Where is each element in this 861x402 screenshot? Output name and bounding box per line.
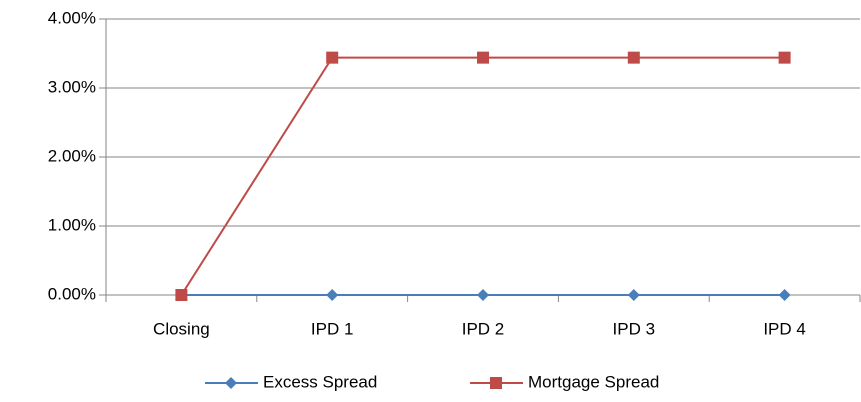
series-line: [180, 56, 785, 296]
x-tick-label: IPD 4: [763, 319, 806, 338]
marker: [326, 289, 339, 301]
marker: [477, 51, 489, 64]
x-tick-label: IPD 1: [311, 319, 354, 338]
marker: [778, 51, 791, 64]
y-tick-label: 2.00%: [48, 146, 96, 165]
y-tick-label: 0.00%: [48, 284, 96, 303]
y-tick-label: 1.00%: [48, 215, 96, 234]
y-tick-label: 3.00%: [48, 77, 96, 96]
x-tick-label: Closing: [153, 319, 210, 338]
marker: [490, 377, 502, 389]
legend-label: Excess Spread: [263, 372, 377, 391]
marker: [326, 51, 339, 64]
marker: [778, 289, 791, 301]
marker: [477, 289, 489, 301]
marker: [627, 289, 640, 301]
y-tick-label: 4.00%: [48, 8, 96, 27]
legend-label: Mortgage Spread: [528, 372, 659, 391]
marker: [627, 51, 640, 64]
marker: [225, 377, 237, 389]
x-tick-label: IPD 3: [613, 319, 656, 338]
marker: [175, 289, 188, 301]
x-tick-label: IPD 2: [462, 319, 505, 338]
